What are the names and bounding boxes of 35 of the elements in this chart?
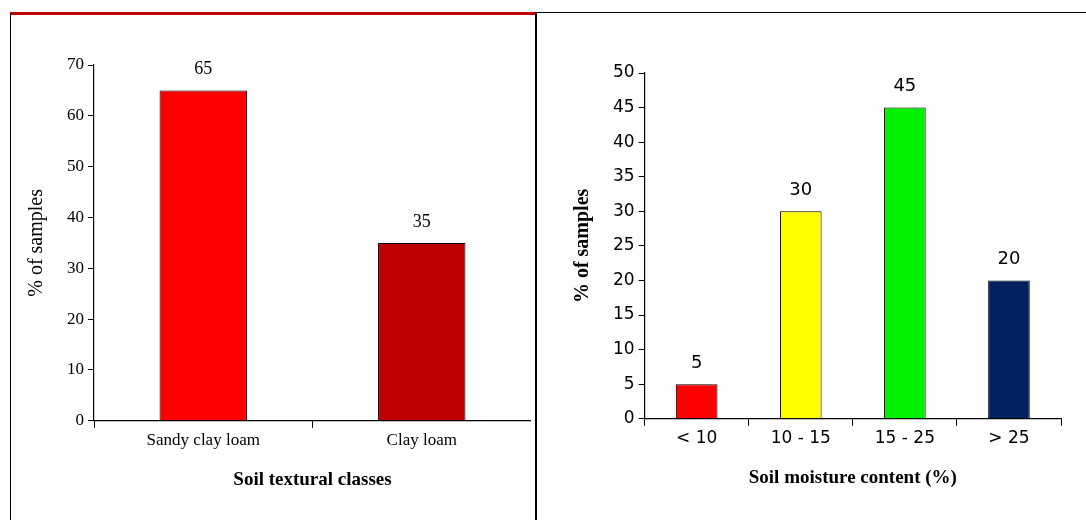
y-axis-title: % of samples: [570, 188, 594, 304]
y-tick-label: 30: [612, 199, 635, 220]
x-tick-label: 10 - 15: [770, 427, 831, 448]
y-tick-label: 60: [67, 105, 84, 125]
data-label: 65: [194, 58, 213, 79]
y-tick-label: 10: [67, 359, 84, 379]
x-tick-label: < 10: [676, 427, 718, 448]
y-tick-label: 35: [612, 165, 635, 186]
y-tick-label: 40: [612, 130, 635, 151]
y-tick-label: 45: [612, 96, 635, 116]
x-tick-label: > 25: [988, 427, 1030, 448]
y-tick-label: 30: [67, 257, 84, 277]
y-tick-label: 40: [67, 206, 84, 226]
y-tick-label: 50: [612, 61, 635, 82]
y-tick-label: 10: [612, 338, 635, 359]
data-label: 35: [412, 210, 431, 231]
y-tick-label: 20: [612, 268, 635, 289]
y-tick-label: 5: [623, 372, 635, 393]
y-tick-label: 50: [67, 156, 84, 176]
x-axis-title: Soil textural classes: [233, 467, 392, 489]
y-tick-label: 70: [67, 54, 84, 74]
data-label: 5: [690, 350, 703, 372]
x-tick-label: Sandy clay loam: [146, 430, 260, 450]
y-tick-label: 0: [75, 410, 84, 430]
data-label: 30: [789, 177, 813, 199]
x-axis-title: Soil moisture content (%): [748, 465, 957, 488]
y-tick-label: 0: [623, 407, 635, 428]
data-label: 20: [997, 247, 1021, 269]
y-axis-title: % of samples: [24, 188, 48, 297]
data-label: 45: [893, 74, 917, 96]
y-tick-label: 25: [612, 234, 635, 255]
y-tick-label: 15: [612, 303, 635, 324]
x-tick-label: 15 - 25: [874, 427, 935, 448]
x-tick-label: Clay loam: [386, 430, 457, 450]
y-tick-label: 20: [67, 308, 84, 328]
